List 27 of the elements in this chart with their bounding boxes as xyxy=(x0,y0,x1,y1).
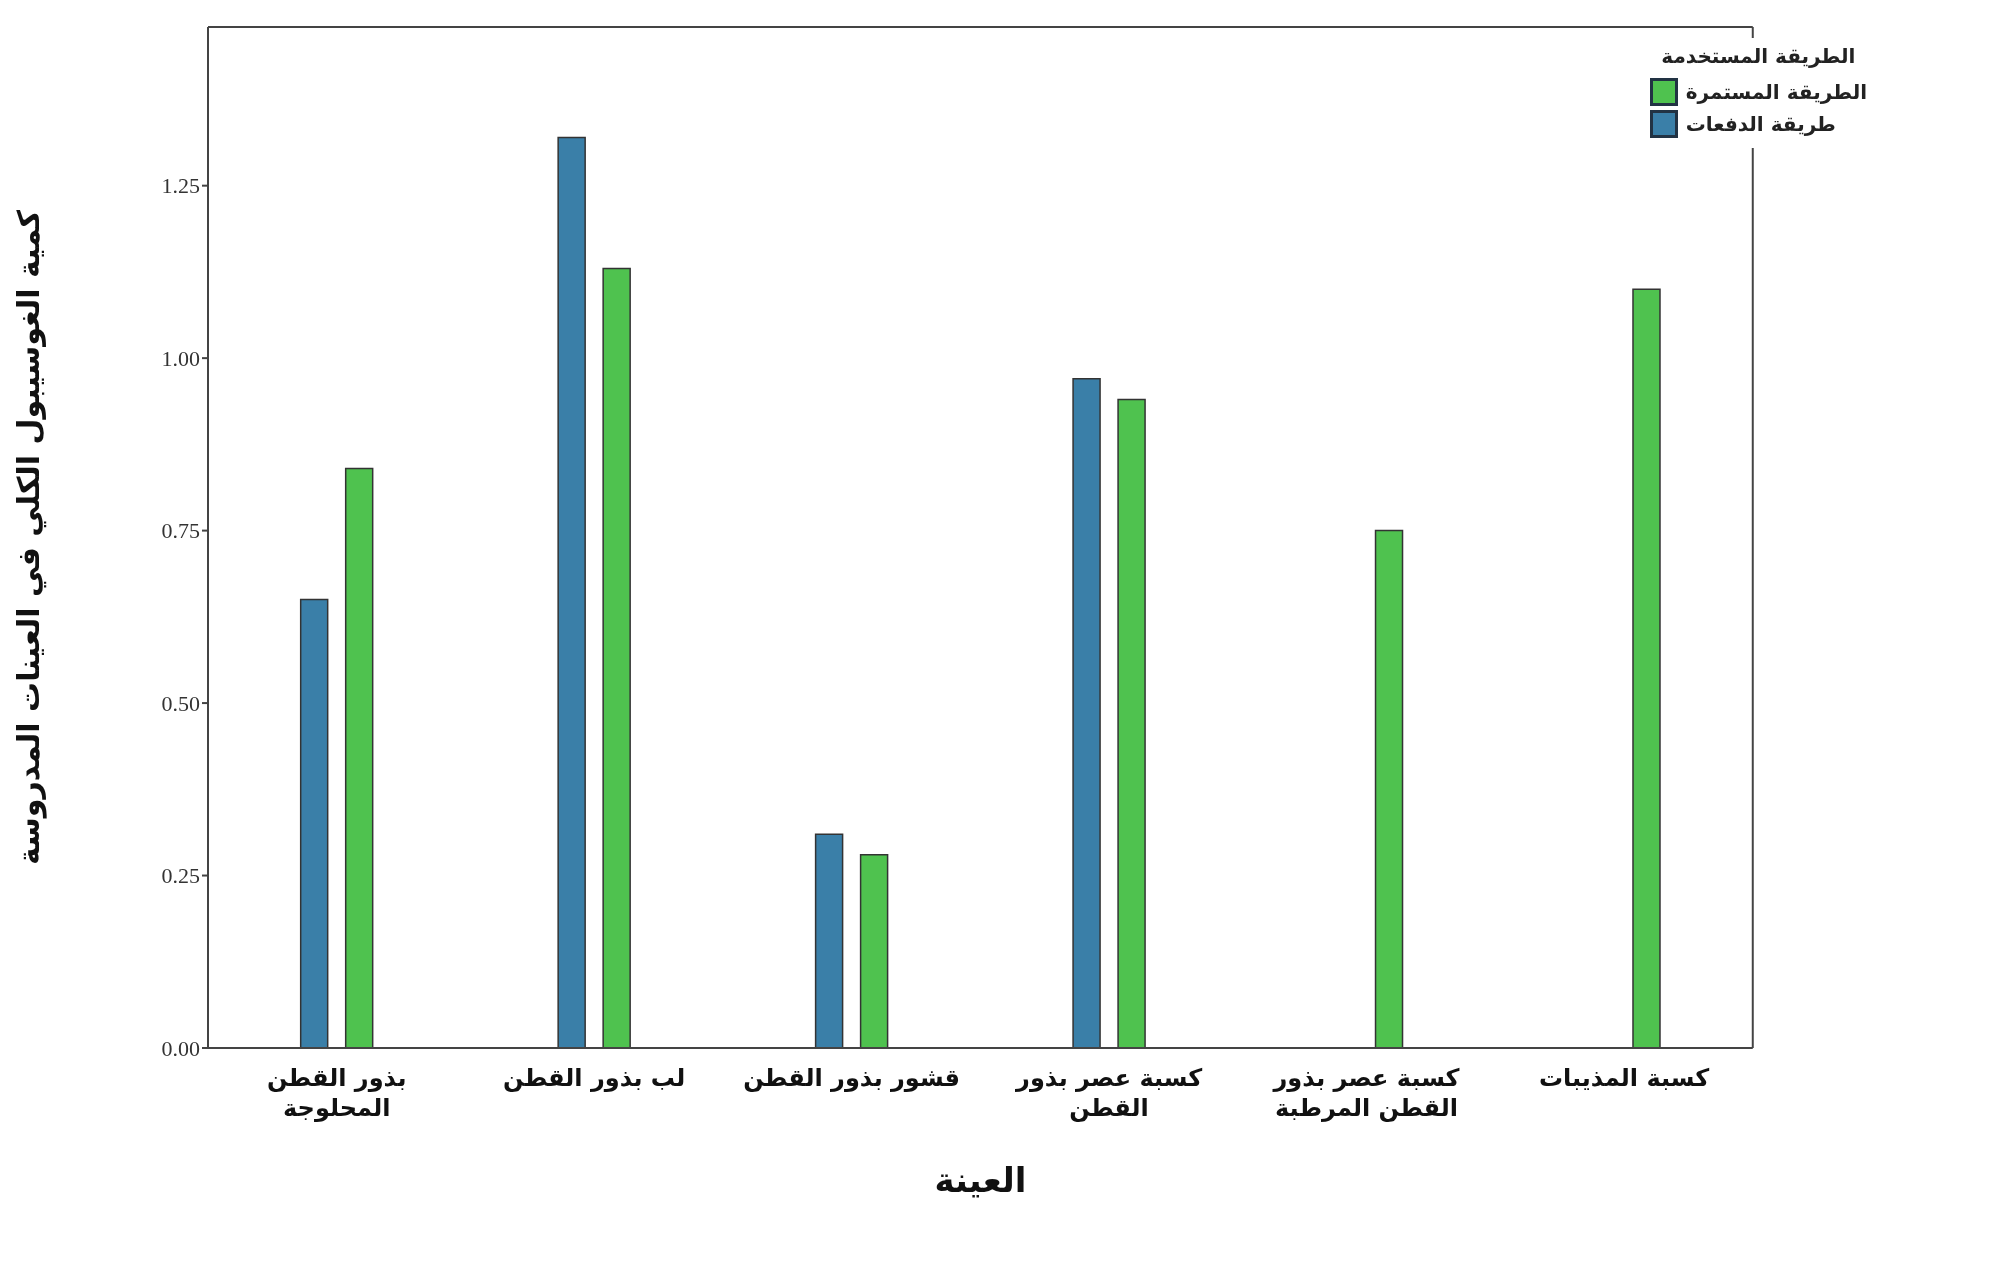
bar xyxy=(1374,529,1404,1048)
bar xyxy=(557,136,586,1048)
bar xyxy=(814,833,844,1048)
legend-label: الطريقة المستمرة xyxy=(1685,80,1867,104)
x-tick-label: كسبة عصر بذور القطن المرطبة xyxy=(1272,1064,1460,1122)
y-tick-label: 0.50 xyxy=(161,690,200,716)
bar xyxy=(1632,288,1661,1048)
x-tick-label: لب بذور القطن xyxy=(503,1064,686,1092)
x-tick-label: قشور بذور القطن xyxy=(743,1064,961,1092)
x-tick-label: كسبة عصر بذور القطن xyxy=(1015,1064,1203,1122)
legend-label: طريقة الدفعات xyxy=(1685,112,1836,136)
y-tick-label: 1.25 xyxy=(161,173,200,199)
y-tick-label: 0.25 xyxy=(161,863,200,889)
y-axis-title: كمية الغوسيبول الكلي في العينات المدروسة xyxy=(10,209,47,865)
legend-title: الطريقة المستخدمة xyxy=(1660,44,1857,68)
bar xyxy=(1117,398,1146,1048)
y-tick-label: 0.00 xyxy=(161,1035,200,1061)
bar xyxy=(859,854,889,1048)
x-axis-title: العينة xyxy=(934,1160,1027,1201)
bar xyxy=(602,267,631,1048)
bar xyxy=(344,467,374,1048)
bar xyxy=(1072,378,1101,1048)
bar xyxy=(299,598,329,1048)
x-tick-label: كسبة المذيبات xyxy=(1538,1064,1710,1092)
y-tick-label: 1.00 xyxy=(161,345,200,371)
y-tick-label: 0.75 xyxy=(161,518,200,544)
x-tick-label: بذور القطن المحلوجة xyxy=(267,1064,407,1122)
